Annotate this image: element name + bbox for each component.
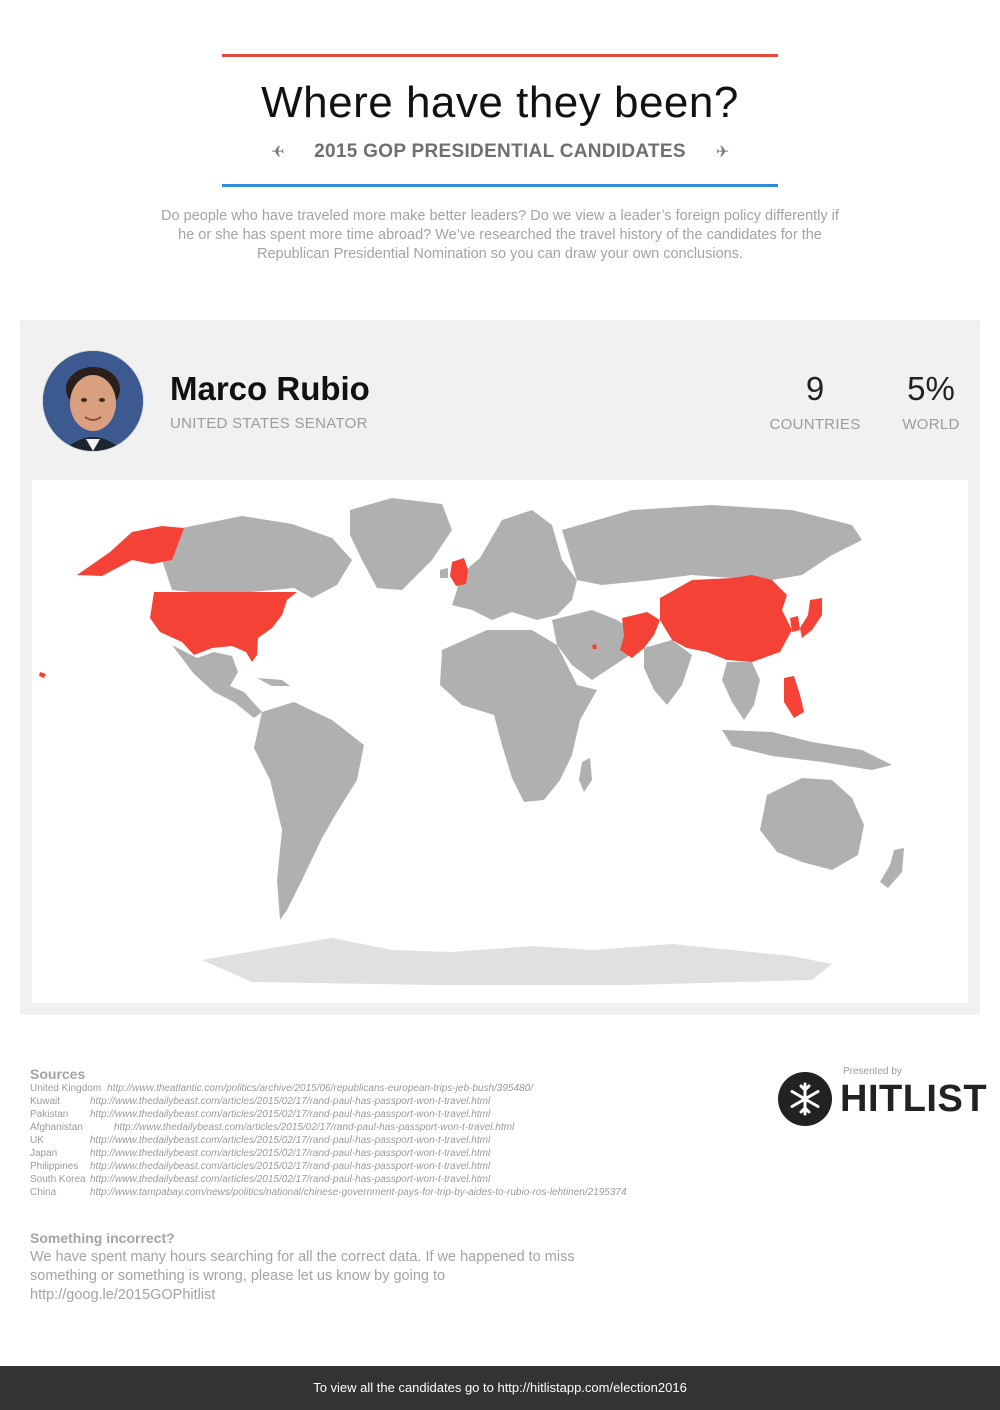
source-country: Pakistan	[30, 1109, 69, 1120]
source-row: Kuwait http://www.thedailybeast.com/arti…	[30, 1096, 730, 1109]
ireland	[440, 568, 448, 578]
iceland	[402, 546, 430, 560]
candidate-photo	[43, 351, 143, 451]
presented-by-label: Presented by	[843, 1066, 902, 1077]
candidate-name: Marco Rubio	[170, 370, 370, 407]
russia	[562, 505, 862, 585]
hitlist-brand[interactable]: HITLIST	[840, 1078, 988, 1120]
source-country: Kuwait	[30, 1096, 61, 1107]
sources-heading: Sources	[30, 1066, 86, 1082]
source-link[interactable]: http://www.tampabay.com/news/politics/na…	[90, 1187, 627, 1198]
mexico	[172, 645, 262, 718]
page-subtitle: 2015 GOP PRESIDENTIAL CANDIDATES	[314, 141, 686, 162]
subtitle-row: ✈ 2015 GOP PRESIDENTIAL CANDIDATES ✈	[0, 140, 1000, 164]
world-percent: 5%	[907, 370, 955, 407]
india	[644, 640, 692, 705]
source-row: UK http://www.thedailybeast.com/articles…	[30, 1135, 730, 1148]
source-country: Japan	[30, 1148, 58, 1159]
source-country: Afghanistan	[30, 1122, 83, 1133]
countries-count: 9	[805, 370, 825, 407]
cuba	[257, 678, 290, 686]
sources-list: United Kingdom http://www.theatlantic.co…	[30, 1083, 730, 1200]
madagascar	[579, 758, 592, 792]
incorrect-body: We have spent many hours searching for a…	[30, 1249, 575, 1303]
world-map-svg	[39, 498, 904, 985]
southeast-asia	[722, 662, 760, 720]
source-country: UK	[30, 1135, 44, 1146]
africa	[440, 630, 597, 802]
source-link[interactable]: http://www.thedailybeast.com/articles/20…	[90, 1161, 491, 1172]
source-row: Philippines http://www.thedailybeast.com…	[30, 1161, 730, 1174]
japan	[800, 598, 822, 638]
source-link[interactable]: http://www.thedailybeast.com/articles/20…	[90, 1109, 491, 1120]
source-country: Philippines	[30, 1161, 79, 1172]
countries-stat: 9 COUNTRIES	[765, 370, 865, 433]
footer-bar: To view all the candidates go to http://…	[0, 1366, 1000, 1410]
hawaii	[39, 672, 46, 678]
source-link[interactable]: http://www.thedailybeast.com/articles/20…	[114, 1122, 515, 1133]
europe	[452, 510, 577, 620]
source-row: Afghanistan http://www.thedailybeast.com…	[30, 1122, 730, 1135]
bottom-blue-rule	[222, 184, 778, 187]
world-map	[32, 480, 968, 1003]
united-states	[150, 592, 297, 662]
source-country: United Kingdom	[30, 1083, 102, 1094]
source-country: China	[30, 1187, 57, 1198]
source-row: South Korea http://www.thedailybeast.com…	[30, 1174, 730, 1187]
canada	[162, 516, 352, 598]
world-label: WORLD	[902, 416, 960, 433]
south-america	[254, 702, 364, 920]
antarctica	[202, 938, 832, 985]
incorrect-heading: Something incorrect?	[30, 1230, 175, 1246]
footer-link[interactable]: To view all the candidates go to http://…	[313, 1380, 687, 1395]
south-korea	[790, 616, 800, 632]
candidate-card: Marco Rubio UNITED STATES SENATOR 9 COUN…	[20, 320, 980, 1015]
greenland	[350, 498, 452, 590]
united-kingdom	[450, 558, 468, 586]
source-link[interactable]: http://www.thedailybeast.com/articles/20…	[90, 1135, 491, 1146]
source-row: United Kingdom http://www.theatlantic.co…	[30, 1083, 730, 1096]
page-title: Where have they been?	[261, 78, 739, 127]
kuwait	[592, 644, 597, 649]
source-link[interactable]: http://www.thedailybeast.com/articles/20…	[90, 1174, 491, 1185]
source-row: Japan http://www.thedailybeast.com/artic…	[30, 1148, 730, 1161]
source-link[interactable]: http://www.theatlantic.com/politics/arch…	[107, 1083, 533, 1094]
afghanistan-pakistan	[620, 612, 660, 658]
intro-paragraph: Do people who have traveled more make be…	[161, 208, 839, 262]
source-row: Pakistan http://www.thedailybeast.com/ar…	[30, 1109, 730, 1122]
china	[660, 575, 792, 662]
candidate-avatar	[42, 350, 144, 452]
philippines	[784, 676, 804, 718]
new-zealand	[880, 848, 904, 888]
plane-right-icon: ✈	[715, 144, 730, 161]
snowflake-logo-icon	[778, 1072, 832, 1126]
indonesia	[722, 730, 892, 770]
australia	[760, 778, 864, 870]
source-row: China http://www.tampabay.com/news/polit…	[30, 1187, 730, 1200]
plane-left-icon: ✈	[270, 144, 285, 161]
countries-label: COUNTRIES	[769, 416, 861, 433]
candidate-role: UNITED STATES SENATOR	[170, 415, 368, 432]
source-country: South Korea	[30, 1174, 86, 1185]
top-red-rule	[222, 54, 778, 57]
source-link[interactable]: http://www.thedailybeast.com/articles/20…	[90, 1148, 491, 1159]
source-link[interactable]: http://www.thedailybeast.com/articles/20…	[90, 1096, 491, 1107]
alaska	[77, 526, 184, 576]
world-stat: 5% WORLD	[891, 370, 971, 433]
